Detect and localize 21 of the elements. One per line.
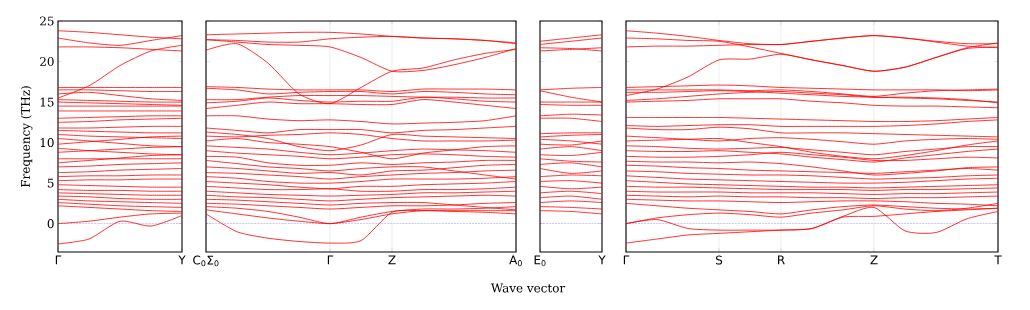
x-tick-label: Γ — [327, 255, 334, 265]
x-tick-label: Y — [598, 255, 606, 265]
y-axis-title: Frequency (THz) — [20, 86, 33, 188]
y-tick-label: 10 — [40, 138, 54, 148]
x-tick-label: Z — [870, 255, 878, 265]
y-tick-label: 0 — [47, 219, 54, 229]
x-tick-label: C$_{0}$Σ$_{0}$ — [193, 255, 219, 267]
y-tick-label: 20 — [40, 57, 54, 67]
y-tick-label: 5 — [47, 178, 54, 188]
x-tick-label: S — [716, 255, 723, 265]
x-tick-label: R — [778, 255, 785, 265]
y-tick-label: 15 — [40, 97, 54, 107]
x-tick-label: Γ — [623, 255, 630, 265]
x-tick-label: A$_{0}$ — [509, 255, 522, 267]
x-tick-label: Γ — [55, 255, 62, 265]
x-tick-label: T — [994, 255, 1002, 265]
x-tick-label: Z — [388, 255, 396, 265]
x-axis-title: Wave vector — [490, 283, 566, 293]
y-tick-label: 25 — [40, 16, 54, 26]
x-tick-label: Y — [178, 255, 186, 265]
x-tick-label: E$_{0}$ — [534, 255, 546, 267]
